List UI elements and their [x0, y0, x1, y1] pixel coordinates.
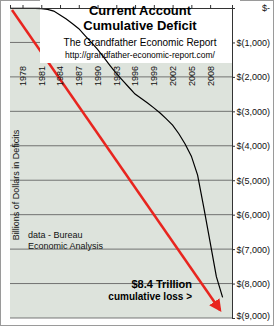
x-tick: 1981 — [37, 5, 47, 86]
tick-mark — [232, 146, 235, 147]
frame — [1, 1, 274, 326]
tick-mark — [232, 249, 235, 250]
x-axis: 1978 1981 1984 1987 1990 1993 1996 1999 2002 2005… — [11, 5, 233, 86]
grid-line — [10, 145, 232, 146]
y-tick: $(4,000) — [232, 141, 270, 151]
tick-mark — [232, 42, 235, 43]
tick-mark — [41, 5, 42, 8]
grid-line — [10, 318, 232, 319]
y-tick-label: $- — [262, 3, 270, 13]
y-tick-label: $(8,000) — [236, 279, 270, 289]
x-tick-label: 1981 — [37, 66, 47, 86]
y-tick: $(9,000) — [232, 311, 270, 321]
tick-mark — [23, 5, 24, 8]
title: Current Account — [89, 3, 192, 18]
y-tick: $(5,000) — [232, 176, 270, 186]
subtitle: http://grandfather-economic-report.com/ — [65, 50, 215, 60]
annotation: cumulative loss > — [108, 291, 192, 302]
y-tick-label: $(1,000) — [236, 38, 270, 48]
title-box — [40, 0, 240, 63]
y-tick: $(8,000) — [232, 279, 270, 289]
grid-line — [10, 111, 232, 112]
data-line — [23, 8, 223, 297]
tick-mark — [210, 5, 211, 8]
tick-mark — [60, 5, 61, 8]
y-tick: $(6,000) — [232, 210, 270, 220]
annotation: Economic Analysis — [28, 241, 104, 251]
tick-mark — [79, 5, 80, 8]
marks — [23, 8, 223, 297]
y-tick-label: $(7,000) — [236, 244, 270, 254]
annotation: $8.4 Trillion — [131, 278, 192, 290]
y-tick: $(7,000) — [232, 244, 270, 254]
y-axis: $- $(1,000) $(2,000) $(3,000) $(4,000) $(5,00… — [232, 3, 270, 321]
x-tick-label: 2002 — [168, 66, 178, 86]
axis-line — [233, 9, 236, 319]
x-tick-label: 1993 — [112, 66, 122, 86]
subtitle: The Grandfather Economic Report — [64, 37, 217, 48]
x-tick: 1978 — [18, 5, 28, 86]
y-tick-label: $(4,000) — [236, 141, 270, 151]
tick-mark — [232, 215, 235, 216]
y-tick-label: $(3,000) — [236, 107, 270, 117]
x-tick-label: 1996 — [130, 66, 140, 86]
grid-line — [10, 214, 232, 215]
y-tick: $- — [232, 3, 270, 13]
y-axis-title: Billions of Dollars in Deficits — [11, 129, 21, 240]
x-tick-label: 1978 — [18, 66, 28, 86]
tick-mark — [232, 180, 235, 181]
y-tick-label: $(6,000) — [236, 210, 270, 220]
title: Cumulative Deficit — [83, 18, 197, 33]
tick-mark — [232, 77, 235, 78]
y-tick: $(2,000) — [232, 72, 270, 82]
tick-mark — [232, 111, 235, 112]
tick-mark — [232, 284, 235, 285]
y-tick: $(3,000) — [232, 107, 270, 117]
x-tick-label: 2008 — [205, 66, 215, 86]
x-tick-label: 1990 — [93, 66, 103, 86]
y-tick-label: $(2,000) — [236, 72, 270, 82]
x-tick-label: 1984 — [55, 66, 65, 86]
chart: $- $(1,000) $(2,000) $(3,000) $(4,000) $(5,00… — [0, 0, 274, 326]
x-tick-label: 1999 — [149, 66, 159, 86]
annotation: data - Bureau — [28, 230, 83, 240]
grid-line — [10, 283, 232, 284]
y-tick-label: $(5,000) — [236, 176, 270, 186]
tick-mark — [191, 5, 192, 8]
y-tick: $(1,000) — [232, 38, 270, 48]
x-tick-label: 1987 — [74, 66, 84, 86]
y-tick-label: $(9,000) — [236, 311, 270, 321]
x-tick-label: 2005 — [187, 66, 197, 86]
tick-mark — [232, 318, 235, 319]
